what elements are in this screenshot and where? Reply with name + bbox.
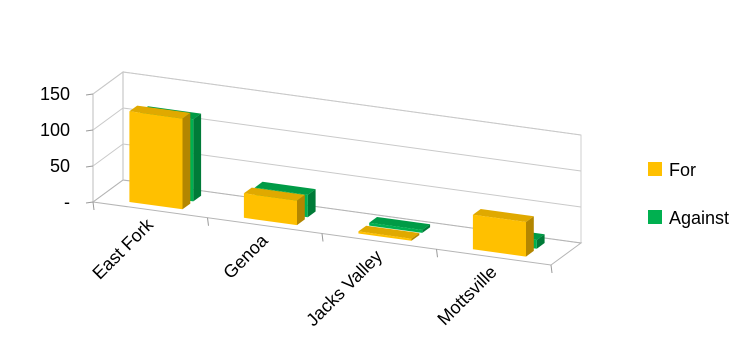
bar-side-face — [183, 113, 191, 209]
y-tick-mark — [86, 94, 93, 95]
bar-for-mottsville — [473, 209, 534, 257]
y-tick-mark — [86, 166, 93, 167]
legend-entry-against: Against — [648, 208, 729, 228]
x-tick-mark — [322, 234, 323, 242]
bars — [129, 106, 544, 257]
bar-front-face — [473, 215, 526, 257]
x-tick-label: Genoa — [219, 230, 272, 283]
legend-swatch — [648, 162, 662, 176]
x-tick-label: Jacks Valley — [302, 246, 386, 330]
bar-side-face — [526, 216, 534, 256]
side-wall — [93, 72, 123, 202]
legend-label: Against — [669, 208, 729, 228]
legend: For Against — [648, 160, 729, 228]
bar-for-east-fork — [129, 106, 190, 210]
x-tick-mark — [437, 249, 438, 257]
y-axis-tick-labels: - 50 100 150 — [40, 84, 70, 212]
bar-front-face — [129, 111, 182, 209]
x-tick-mark — [208, 218, 209, 226]
y-tick-label: 100 — [40, 120, 70, 140]
x-tick-mark — [551, 265, 552, 273]
y-tick-label: - — [64, 192, 70, 212]
x-tick-mark — [93, 202, 94, 210]
x-tick-label: Mottsville — [433, 262, 500, 329]
x-tick-label: East Fork — [88, 214, 157, 283]
bar-side-face — [193, 114, 201, 202]
legend-entry-for: For — [648, 160, 696, 180]
y-tick-mark — [86, 130, 93, 131]
legend-swatch — [648, 210, 662, 224]
legend-label: For — [669, 160, 696, 180]
y-tick-label: 150 — [40, 84, 70, 104]
y-tick-label: 50 — [50, 156, 70, 176]
y-tick-mark — [86, 202, 93, 203]
